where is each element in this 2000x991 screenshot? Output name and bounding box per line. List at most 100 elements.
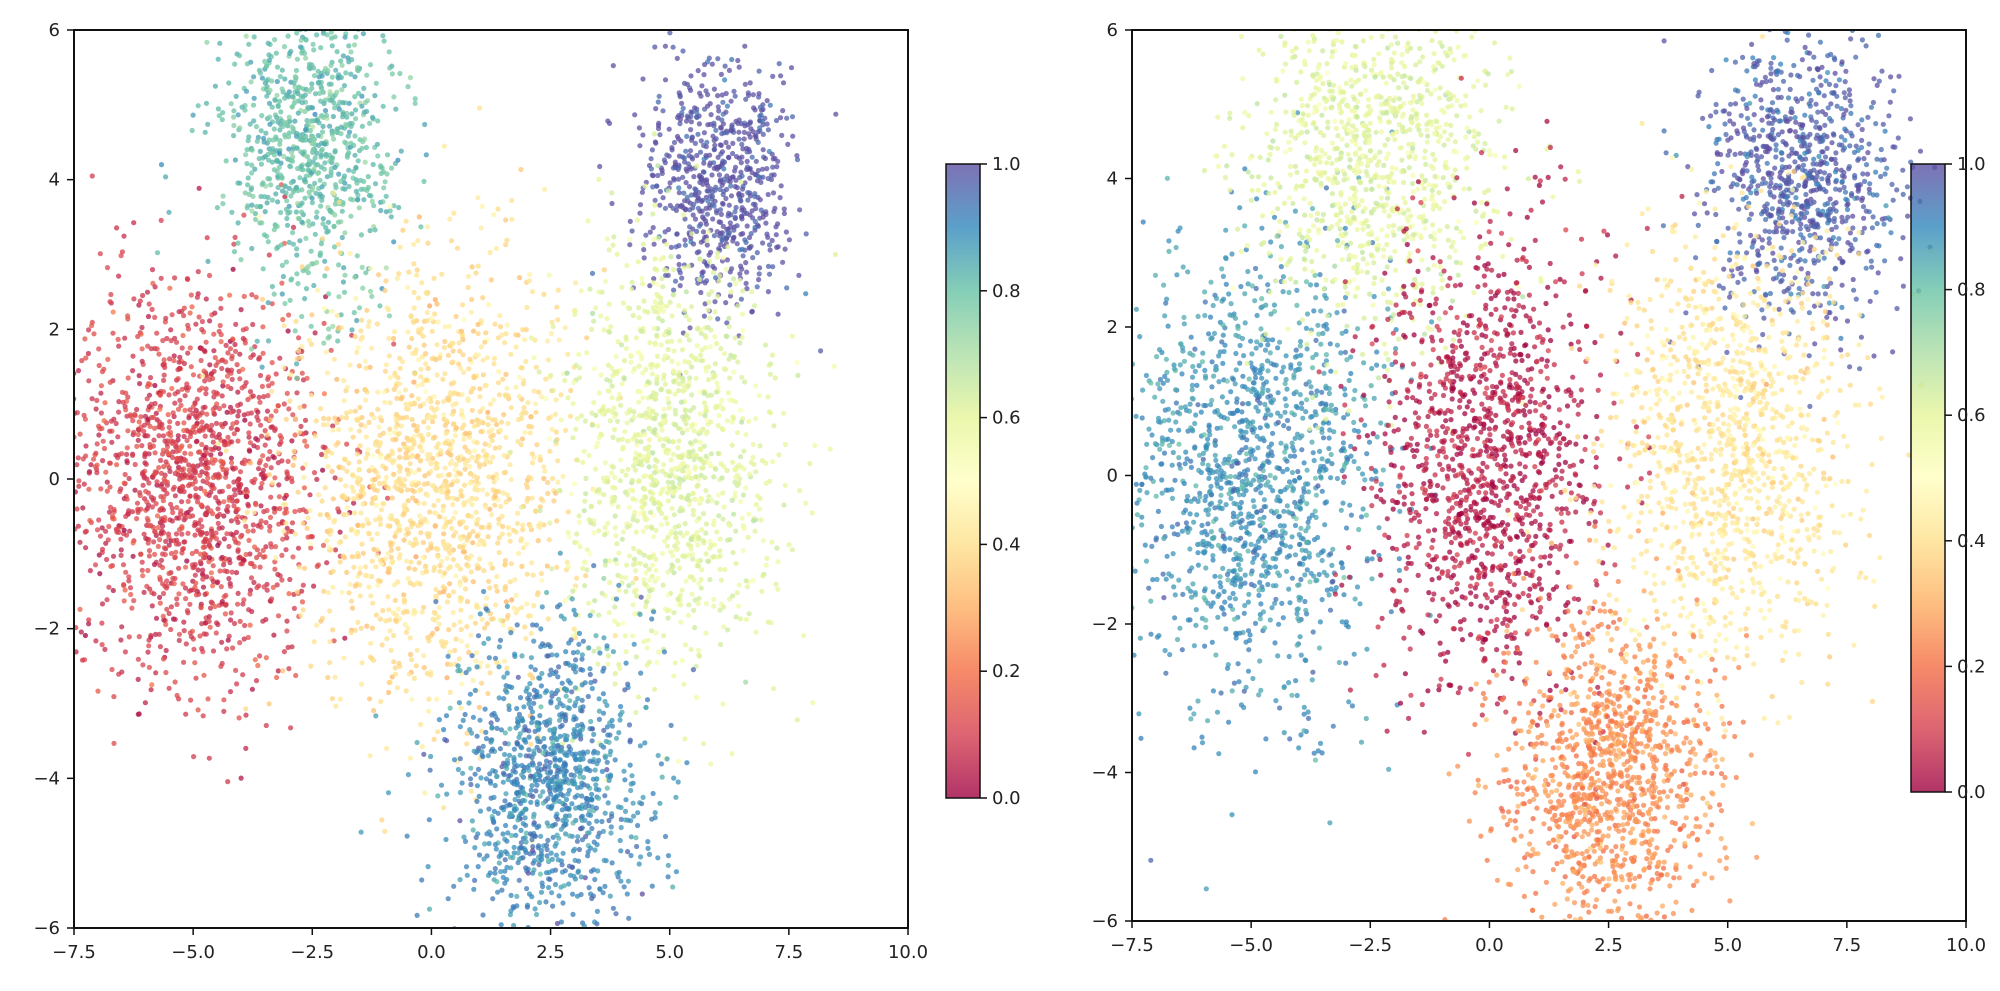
data-point (152, 469, 158, 475)
data-point (442, 516, 448, 522)
data-point (737, 174, 743, 180)
data-point (276, 482, 282, 488)
data-point (506, 496, 512, 502)
data-point (402, 444, 408, 451)
data-point (525, 400, 531, 406)
data-point (534, 442, 540, 448)
data-point (173, 531, 180, 537)
data-point (765, 263, 772, 269)
data-point (411, 422, 417, 428)
data-point (356, 363, 362, 369)
data-point (387, 375, 393, 381)
data-point (681, 190, 687, 196)
data-point (492, 493, 498, 499)
data-point (305, 534, 311, 540)
data-point (378, 455, 384, 461)
data-point (773, 232, 779, 238)
data-point (299, 219, 305, 225)
data-point (193, 580, 199, 586)
data-point (336, 427, 342, 433)
data-point (405, 471, 411, 477)
data-point (200, 478, 206, 484)
data-point (299, 354, 305, 361)
data-point (111, 694, 117, 700)
data-point (478, 660, 484, 666)
data-point (640, 76, 646, 82)
data-point (341, 398, 347, 404)
data-point (381, 389, 387, 395)
data-point (235, 547, 241, 553)
data-point (583, 573, 589, 579)
data-point (237, 401, 243, 407)
data-point (260, 547, 266, 554)
data-point (250, 102, 257, 108)
data-point (81, 481, 87, 487)
data-point (414, 272, 420, 278)
data-point (232, 348, 239, 354)
data-point (163, 538, 169, 545)
data-point (451, 380, 457, 386)
data-point (380, 608, 386, 614)
data-point (202, 378, 208, 384)
data-point (275, 450, 281, 456)
data-point (175, 433, 181, 439)
data-point (319, 498, 325, 504)
data-point (447, 390, 454, 396)
data-point (729, 21, 734, 26)
data-point (465, 563, 471, 569)
data-point (79, 358, 85, 364)
data-point (68, 466, 73, 471)
data-point (309, 200, 315, 206)
data-point (213, 530, 219, 536)
data-point (489, 427, 495, 433)
data-point (458, 626, 464, 633)
data-point (333, 185, 339, 191)
data-point (387, 208, 393, 214)
data-point (400, 359, 406, 365)
data-point (232, 492, 238, 498)
data-point (483, 382, 489, 388)
data-point (754, 178, 761, 184)
data-point (473, 270, 479, 276)
data-point (683, 118, 690, 124)
data-point (442, 338, 448, 345)
data-point (436, 604, 442, 611)
data-point (168, 604, 174, 610)
data-point (477, 105, 483, 111)
data-point (694, 228, 700, 234)
data-point (769, 151, 775, 157)
data-point (282, 134, 288, 140)
data-point (355, 417, 361, 424)
data-point (691, 174, 697, 180)
data-point (400, 610, 406, 616)
data-point (417, 458, 423, 464)
data-point (409, 335, 415, 342)
data-point (440, 584, 446, 590)
data-point (487, 459, 493, 465)
data-point (363, 270, 369, 276)
data-point (737, 271, 743, 277)
data-point (548, 330, 554, 337)
data-point (746, 166, 753, 172)
data-point (98, 410, 104, 416)
data-point (669, 505, 675, 512)
data-point (397, 468, 403, 474)
data-point (351, 310, 357, 316)
data-point (99, 642, 105, 648)
data-point (732, 214, 738, 220)
data-point (404, 487, 410, 493)
data-point (316, 120, 322, 126)
data-point (614, 418, 621, 424)
data-point (320, 30, 326, 36)
data-point (172, 616, 178, 622)
data-point (503, 434, 509, 440)
data-point (233, 539, 239, 545)
data-point (674, 231, 680, 237)
data-point (174, 456, 180, 462)
data-point (262, 58, 268, 64)
data-point (465, 396, 471, 402)
data-point (640, 132, 646, 138)
data-point (40, 496, 45, 501)
data-point (284, 618, 290, 624)
data-point (106, 584, 112, 590)
